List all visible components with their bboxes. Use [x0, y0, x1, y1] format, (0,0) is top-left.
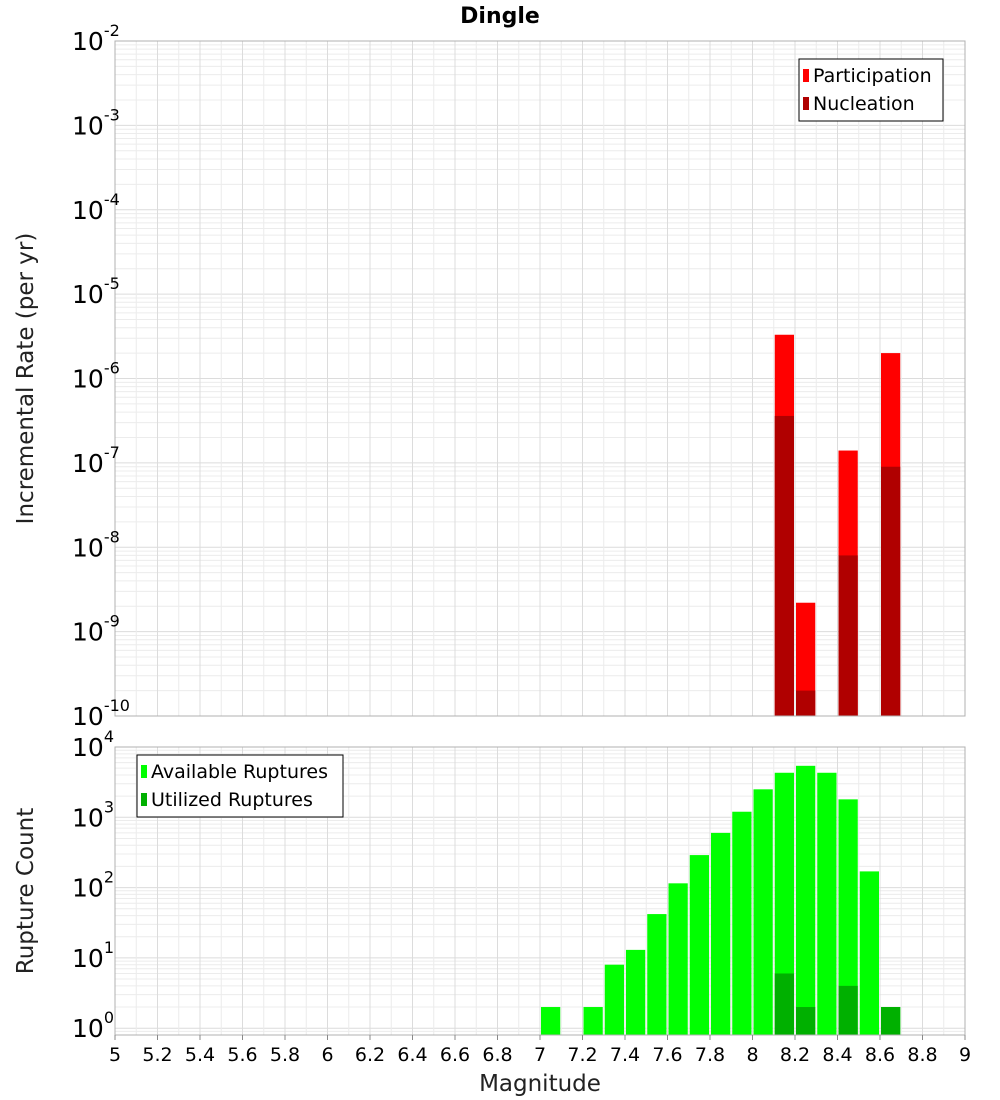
bar-available-ruptures	[583, 1007, 603, 1035]
y-tick-label: 10-9	[72, 612, 120, 647]
legend-box	[798, 58, 944, 122]
y-tick-label: 10-2	[72, 21, 120, 56]
rate-panel-frame	[114, 40, 966, 717]
x-tick-label: 8.2	[780, 1044, 810, 1066]
y-tick-label: 101	[72, 938, 114, 973]
bar-nucleation	[796, 690, 816, 716]
x-tick-label: 8	[746, 1044, 758, 1066]
bar-available-ruptures	[796, 765, 816, 1035]
rate-panel-y-ticks: 10-10 10-9 10-8 10-7 10-6 10-5 10-4 10-3 10-2	[72, 21, 130, 731]
y-tick-label: 103	[72, 797, 114, 832]
legend-swatch	[803, 69, 809, 82]
bar-available-ruptures	[838, 799, 858, 1035]
x-tick-label: 5	[109, 1044, 121, 1066]
bar-utilized-ruptures	[881, 1007, 901, 1035]
count-panel-y-ticks: 100 101 102 103 104	[72, 727, 114, 1043]
x-axis-label: Magnitude	[479, 1071, 601, 1097]
x-tick-label: 8.6	[865, 1044, 895, 1066]
count-panel-bars	[541, 765, 901, 1035]
bar-available-ruptures	[626, 949, 646, 1035]
x-tick-label: 5.6	[227, 1044, 257, 1066]
legend-label: Nucleation	[813, 93, 915, 115]
legend-label: Utilized Ruptures	[151, 789, 313, 811]
chart-title: Dingle	[460, 4, 540, 29]
bar-available-ruptures	[732, 811, 752, 1035]
x-tick-label: 7.6	[652, 1044, 682, 1066]
count-panel-legend: Available Ruptures Utilized Ruptures	[136, 754, 344, 818]
y-tick-label: 10-7	[72, 443, 120, 478]
bar-available-ruptures	[774, 772, 794, 1035]
x-tick-label: 8.4	[822, 1044, 852, 1066]
bar-utilized-ruptures	[774, 973, 794, 1035]
legend-box	[136, 754, 344, 818]
bar-utilized-ruptures	[796, 1007, 816, 1035]
bar-available-ruptures	[604, 964, 624, 1035]
x-tick-label: 6.2	[355, 1044, 385, 1066]
bar-available-ruptures	[711, 832, 731, 1035]
legend-swatch	[141, 793, 147, 806]
bar-nucleation	[881, 466, 901, 716]
y-tick-label: 10-6	[72, 359, 120, 394]
x-tick-label: 6	[321, 1044, 333, 1066]
x-tick-label: 7.8	[695, 1044, 725, 1066]
bar-available-ruptures	[817, 772, 837, 1035]
x-tick-label: 8.8	[907, 1044, 937, 1066]
count-panel: 100 101 102 103 104 Rupture Count 5 5.2 5.4 5.6…	[13, 727, 971, 1097]
legend-swatch	[141, 765, 147, 778]
x-tick-label: 5.8	[270, 1044, 300, 1066]
rate-panel-grid	[114, 40, 966, 717]
y-tick-label: 102	[72, 868, 114, 903]
legend-label: Participation	[813, 65, 932, 87]
bar-available-ruptures	[668, 883, 688, 1035]
y-tick-label: 100	[72, 1008, 114, 1043]
x-axis-ticks: 5 5.2 5.4 5.6 5.8 6 6.2 6.4 6.6 6.8 7 7.2 7.4 7.6 7.8 8…	[109, 1035, 971, 1066]
x-tick-label: 7.2	[567, 1044, 597, 1066]
x-tick-label: 9	[959, 1044, 971, 1066]
bar-available-ruptures	[541, 1007, 561, 1035]
y-tick-label: 104	[72, 727, 114, 762]
bar-participation	[796, 602, 816, 716]
x-tick-label: 5.2	[142, 1044, 172, 1066]
bar-available-ruptures	[689, 855, 709, 1035]
rate-panel: 10-10 10-9 10-8 10-7 10-6 10-5 10-4 10-3 10-2 In…	[13, 21, 966, 731]
y-tick-label: 10-4	[72, 190, 120, 225]
rate-panel-bars	[774, 334, 901, 716]
bar-nucleation	[838, 555, 858, 716]
x-tick-label: 6.6	[440, 1044, 470, 1066]
x-tick-label: 6.4	[397, 1044, 427, 1066]
x-tick-label: 7	[534, 1044, 546, 1066]
count-panel-y-axis-label: Rupture Count	[13, 808, 39, 974]
bar-available-ruptures	[859, 871, 879, 1035]
rate-panel-legend: Participation Nucleation	[798, 58, 944, 122]
bar-nucleation	[774, 415, 794, 716]
y-tick-label: 10-5	[72, 274, 120, 309]
bar-utilized-ruptures	[838, 985, 858, 1035]
y-tick-label: 10-8	[72, 527, 120, 562]
rate-panel-y-axis-label: Incremental Rate (per yr)	[13, 233, 39, 525]
x-tick-label: 7.4	[610, 1044, 640, 1066]
legend-swatch	[803, 97, 809, 110]
y-tick-label: 10-10	[72, 696, 130, 731]
x-tick-label: 5.4	[185, 1044, 215, 1066]
legend-label: Available Ruptures	[151, 761, 328, 783]
bar-available-ruptures	[647, 914, 667, 1035]
x-tick-label: 6.8	[482, 1044, 512, 1066]
y-tick-label: 10-3	[72, 105, 120, 140]
bar-available-ruptures	[753, 789, 773, 1035]
